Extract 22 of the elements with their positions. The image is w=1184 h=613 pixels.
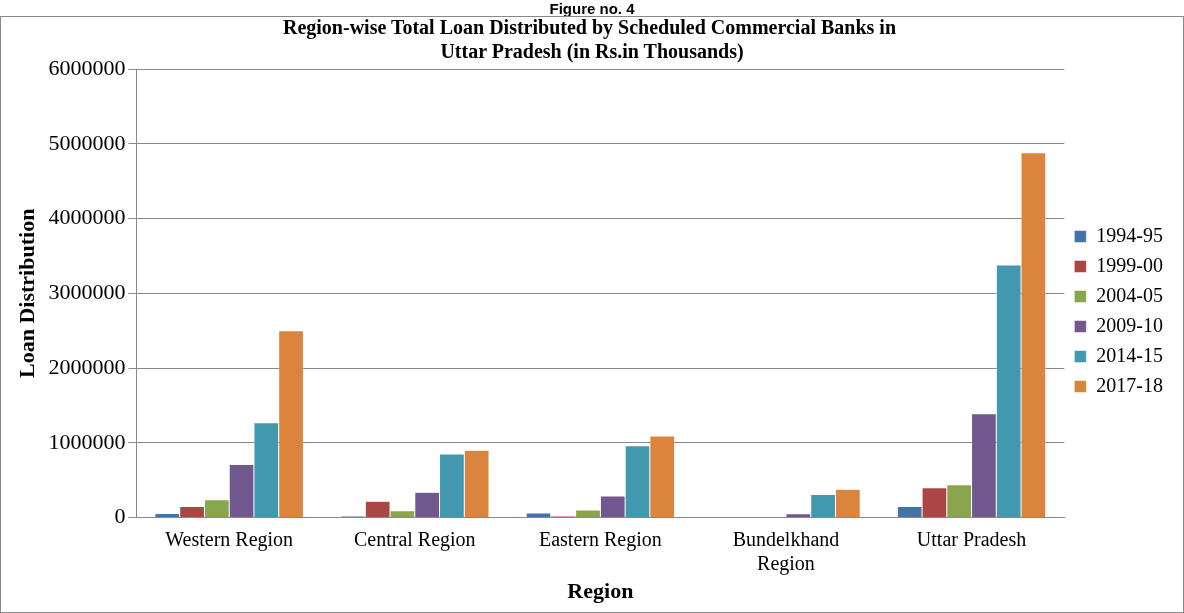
chart-title: Region-wise Total Loan Distributed by Scheduled Commercial Banks in Uttar Pradesh (in Rs.in Thousands): [282, 16, 902, 64]
x-tick-label: Western Region: [165, 527, 294, 551]
y-tick-label: 5000000: [48, 129, 126, 155]
y-tick-label: 0: [114, 503, 126, 529]
x-tick-label: Bundelkhand Region: [732, 527, 840, 575]
y-tick-label: 1000000: [48, 428, 126, 454]
text: Figure no. 4: [548, 0, 636, 17]
legend-label: 2017-18: [1096, 373, 1164, 396]
y-tick-label: 6000000: [48, 54, 126, 80]
y-tick-label: 4000000: [48, 204, 126, 230]
legend-label: 1999-00: [1096, 253, 1164, 276]
y-tick-label: 3000000: [48, 279, 126, 305]
legend-label: 2004-05: [1096, 283, 1164, 306]
y-tick-label: 2000000: [48, 353, 126, 379]
legend-label: 1994-95: [1096, 223, 1164, 246]
x-tick-label: Uttar Pradesh: [916, 527, 1027, 550]
y-axis-title: Loan Distribution: [13, 208, 39, 378]
x-tick-label: Eastern Region: [538, 527, 662, 551]
x-tick-label: Central Region: [353, 527, 476, 551]
legend-label: 2014-15: [1096, 343, 1164, 366]
x-axis-title: Region: [567, 578, 634, 604]
legend-label: 2009-10: [1096, 313, 1164, 336]
